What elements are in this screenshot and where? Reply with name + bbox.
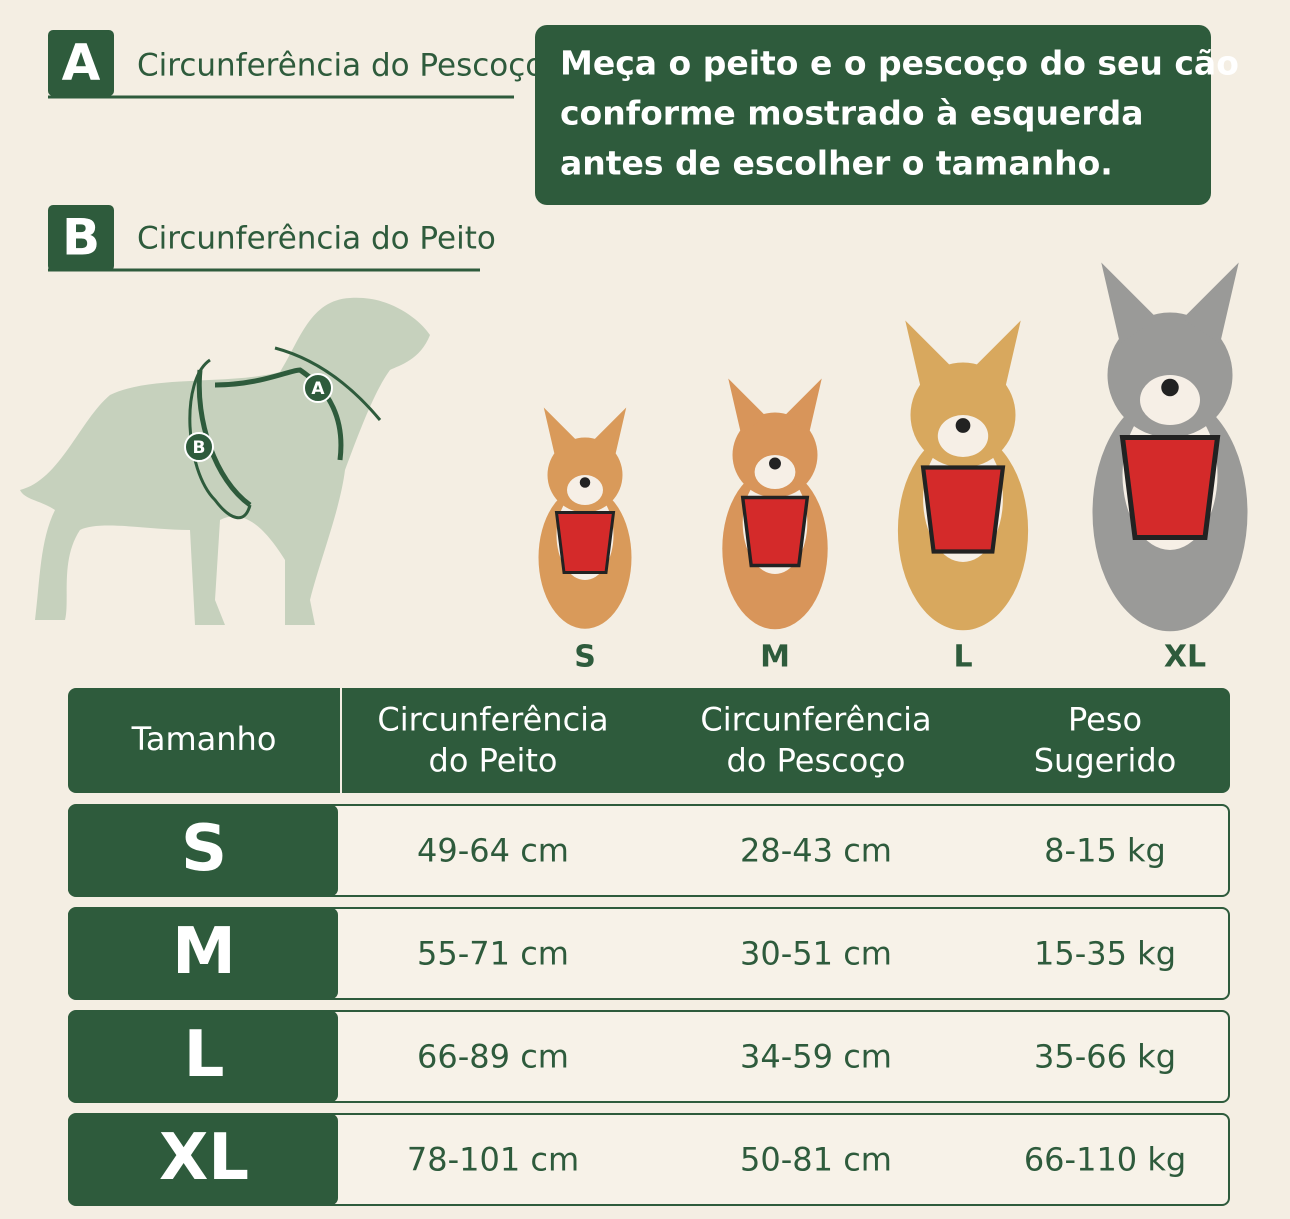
dog-muzzle — [754, 455, 796, 489]
dog-muzzle — [1140, 375, 1200, 425]
header-cell: Peso — [1068, 701, 1142, 739]
size-cell — [68, 1011, 338, 1102]
dog-muzzle — [937, 415, 989, 457]
value-cell: 66-110 kg — [1024, 1141, 1186, 1179]
dog-size-label: M — [760, 640, 790, 675]
legend-label: Circunferência do Pescoço — [137, 48, 544, 84]
marker — [303, 373, 333, 403]
value-cell: 49-64 cm — [417, 832, 569, 870]
marker — [184, 432, 214, 462]
dog-ears — [728, 378, 822, 434]
dogs: S M L XL — [538, 262, 1248, 675]
dog: XL — [1092, 262, 1248, 675]
size-cell — [68, 908, 338, 999]
dog-ears — [543, 407, 627, 457]
dog-nose — [579, 477, 591, 488]
instruction-line: antes de escolher o tamanho. — [560, 144, 1113, 183]
value-cell: 15-35 kg — [1034, 935, 1176, 973]
value-cell: 55-71 cm — [417, 935, 569, 973]
instruction-line: Meça o peito e o pescoço do seu cão — [560, 44, 1239, 83]
dog-ears — [905, 320, 1021, 389]
harness — [920, 465, 1006, 554]
legend-letter: B — [62, 209, 100, 267]
value-cell: 35-66 kg — [1034, 1038, 1176, 1076]
size-label: XL — [159, 1121, 249, 1195]
dog: M — [722, 378, 828, 675]
value-cell: 28-43 cm — [740, 832, 892, 870]
size-label: M — [172, 915, 236, 989]
dog-size-label: XL — [1164, 640, 1206, 675]
arrow — [274, 346, 382, 421]
dog: S — [538, 407, 632, 675]
value-cell: 8-15 kg — [1044, 832, 1166, 870]
value-cell: 30-51 cm — [740, 935, 892, 973]
dog-nose — [769, 457, 781, 470]
value-cell: 34-59 cm — [740, 1038, 892, 1076]
instruction-box — [535, 25, 1211, 205]
value-cell: 66-89 cm — [417, 1038, 569, 1076]
dog-diagram: A B — [20, 297, 430, 625]
header-cell: do Pescoço — [727, 742, 906, 780]
marker-letter: A — [311, 379, 325, 399]
dog-size-label: L — [953, 640, 972, 675]
header-cell: Circunferência — [700, 701, 931, 739]
instruction: Meça o peito e o pescoço do seu cão conf… — [560, 44, 1239, 183]
harness-strap — [214, 367, 344, 461]
instruction-line: conforme mostrado à esquerda — [560, 94, 1144, 133]
legend-label: Circunferência do Peito — [137, 221, 496, 257]
arrow — [188, 358, 252, 519]
header-cell: Circunferência — [377, 701, 608, 739]
size-cell — [68, 805, 338, 896]
marker-letter: B — [193, 438, 206, 458]
size-cell — [68, 1114, 338, 1205]
table-header — [68, 688, 1230, 793]
dog-ears — [1101, 262, 1239, 344]
header-cell: Tamanho — [131, 720, 277, 758]
header-cell: Sugerido — [1034, 742, 1177, 780]
value-cell: 50-81 cm — [740, 1141, 892, 1179]
legend-badge — [48, 30, 114, 96]
size-label: L — [184, 1018, 225, 1092]
value-cell: 78-101 cm — [407, 1141, 579, 1179]
dog-nose — [955, 418, 971, 433]
harness — [740, 495, 810, 568]
harness — [1119, 435, 1221, 540]
harness — [554, 511, 616, 574]
dog-head — [910, 362, 1016, 468]
dog-size-label: S — [574, 640, 596, 675]
dog-muzzle — [567, 475, 603, 505]
size-label: S — [181, 812, 227, 886]
dog: L — [897, 320, 1029, 675]
legend-letter: A — [62, 34, 101, 92]
legend-badge — [48, 205, 114, 271]
header-cell: do Peito — [429, 742, 558, 780]
dog-nose — [1161, 378, 1179, 397]
